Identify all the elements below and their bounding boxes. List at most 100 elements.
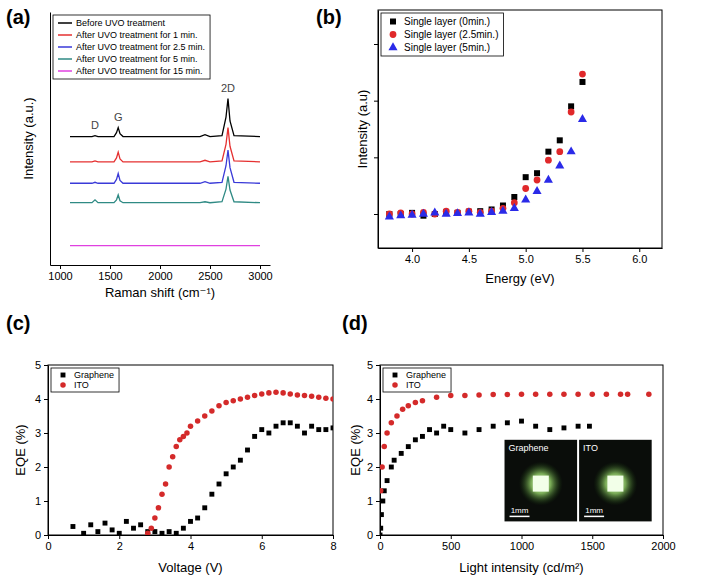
point xyxy=(557,137,563,143)
point xyxy=(392,458,397,463)
tick-label: 0 xyxy=(367,529,373,541)
point xyxy=(167,529,172,534)
legend-item: Before UVO treatment xyxy=(58,18,166,28)
point xyxy=(476,392,482,398)
point xyxy=(491,424,496,429)
series-line xyxy=(70,150,260,183)
tick-label: 5 xyxy=(35,359,41,371)
y-axis-title: Intensity (a.u) xyxy=(355,90,370,169)
tick: 6.0 xyxy=(632,248,647,265)
tick: 500 xyxy=(442,535,460,552)
legend: GrapheneITO xyxy=(51,368,119,392)
legend-swatch xyxy=(58,22,72,24)
tick: 5.5 xyxy=(575,248,590,265)
tick-label: 2 xyxy=(367,461,373,473)
tick-mark xyxy=(380,535,381,539)
tick xyxy=(374,157,378,158)
point xyxy=(442,209,451,217)
scale-bar-label: 1mm xyxy=(585,506,603,515)
series-line xyxy=(70,128,260,162)
point xyxy=(579,71,586,78)
point xyxy=(188,519,193,524)
point xyxy=(420,434,425,439)
tick: 3 xyxy=(35,427,48,439)
point xyxy=(562,425,567,430)
tick-mark xyxy=(374,44,378,45)
inset-label: Graphene xyxy=(509,443,549,453)
point xyxy=(575,391,581,397)
tick: 0 xyxy=(367,529,380,541)
point xyxy=(103,521,108,526)
point xyxy=(145,531,151,535)
point xyxy=(245,395,251,401)
tick-mark xyxy=(44,399,48,400)
tick-label: 1000 xyxy=(48,270,72,282)
tick-mark xyxy=(451,535,452,539)
point xyxy=(419,209,428,217)
tick-label: 4.5 xyxy=(462,253,477,265)
tick-mark xyxy=(60,265,61,269)
tick-mark xyxy=(376,501,380,502)
point xyxy=(534,177,541,184)
tick: 5.0 xyxy=(519,248,534,265)
point xyxy=(110,527,115,532)
legend-label: Single layer (0min.) xyxy=(404,16,490,27)
tick-label: 0 xyxy=(377,540,383,552)
point xyxy=(295,424,300,429)
point xyxy=(406,444,411,449)
inset-photo xyxy=(579,440,652,522)
point xyxy=(188,423,194,429)
tick-mark xyxy=(48,535,49,539)
legend-swatch xyxy=(388,42,397,50)
legend-swatch xyxy=(58,58,72,60)
y-axis: 012345 xyxy=(35,359,49,541)
point xyxy=(184,430,190,436)
tick: 4 xyxy=(35,393,48,405)
tick-mark xyxy=(119,535,120,539)
point xyxy=(576,424,581,429)
point xyxy=(323,396,329,402)
point xyxy=(462,431,467,436)
point xyxy=(399,451,404,456)
point xyxy=(533,424,538,429)
tick-label: 4 xyxy=(367,393,373,405)
point xyxy=(476,209,485,217)
legend-box xyxy=(383,368,451,392)
legend-swatch xyxy=(393,373,398,378)
point xyxy=(547,391,553,397)
tick-mark xyxy=(262,535,263,539)
point xyxy=(323,427,328,432)
legend-swatch xyxy=(390,31,397,38)
point xyxy=(523,174,529,180)
point xyxy=(266,431,271,436)
plot-area xyxy=(380,391,652,535)
panel-label: (b) xyxy=(316,6,342,28)
legend-label: Graphene xyxy=(74,370,114,380)
legend-label: Single layer (5min.) xyxy=(404,42,490,53)
point xyxy=(389,420,395,426)
point xyxy=(448,427,453,432)
tick-mark xyxy=(44,501,48,502)
legend-item: After UVO treatment for 15 min. xyxy=(58,66,203,76)
point xyxy=(309,424,314,429)
point xyxy=(464,208,473,216)
legend-item: Graphene xyxy=(61,370,114,380)
point xyxy=(281,420,286,425)
plot-frame xyxy=(378,10,662,248)
point xyxy=(567,146,576,154)
point xyxy=(380,499,385,504)
point xyxy=(380,533,382,535)
point xyxy=(316,427,321,432)
tick: 4.0 xyxy=(405,248,420,265)
tick-label: 4 xyxy=(35,393,41,405)
tick-label: 1500 xyxy=(581,540,605,552)
point xyxy=(448,393,454,399)
point xyxy=(81,531,86,535)
tick-label: 5 xyxy=(367,359,373,371)
tick: 2000 xyxy=(651,535,675,552)
tick: 8 xyxy=(330,535,336,552)
point xyxy=(149,525,155,531)
tick-label: 2000 xyxy=(148,270,172,282)
legend-swatch xyxy=(390,19,396,25)
point xyxy=(163,481,169,487)
